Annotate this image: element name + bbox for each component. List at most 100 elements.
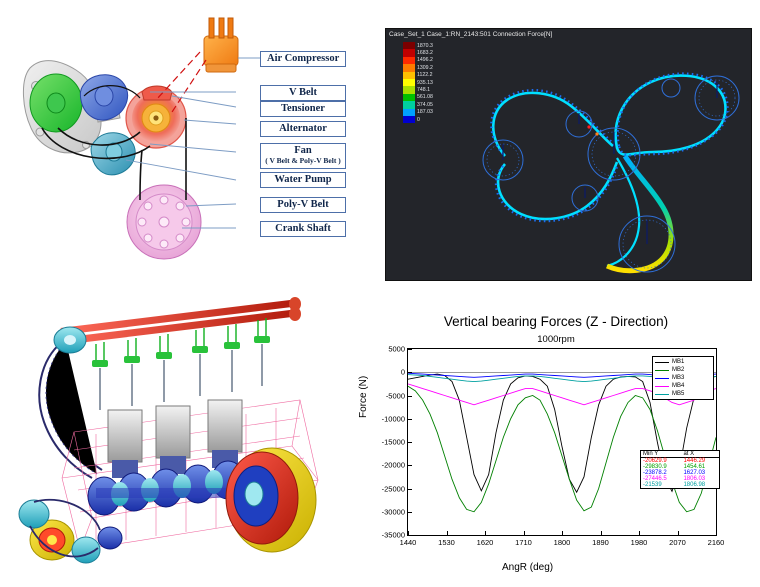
engine-cad-model — [0, 282, 352, 582]
legend-label: MB1 — [672, 359, 685, 365]
y-axis-label: Force (N) — [358, 375, 369, 418]
table-row: -20629.9 1446.29 — [641, 458, 719, 464]
legend-value: 1309.2 — [417, 64, 433, 71]
legend-swatch — [403, 93, 415, 102]
legend-swatch — [403, 49, 415, 57]
minmax-header-min: Min Y — [641, 451, 682, 458]
legend-swatch — [403, 78, 415, 87]
legend-row: 1496.2 — [403, 56, 455, 65]
legend-value: 1870.3 — [417, 42, 433, 49]
minmax-header-at: at X — [681, 451, 719, 458]
label-v-belt: V Belt — [260, 85, 346, 101]
label-air-compressor: Air Compressor — [260, 51, 346, 67]
table-row: -23878.2 1627.03 — [641, 470, 719, 476]
bearing-force-chart: Vertical bearing Forces (Z - Direction) … — [352, 300, 760, 582]
label-text: Alternator — [279, 123, 327, 134]
minmax-body: -20629.9 1446.29 -29830.9 1454.61 -23878.2 16… — [641, 458, 719, 488]
legend-row: 1683.2 — [403, 49, 455, 57]
belt-drive-schematic: Air Compressor V Belt Tensioner Alternat… — [0, 0, 372, 278]
legend-value: 1496.2 — [417, 57, 433, 64]
y-tick-mark — [408, 418, 412, 420]
minmax-at: 1806.98 — [683, 482, 706, 488]
y-tick-mark — [408, 465, 412, 467]
x-tick-mark — [716, 531, 717, 535]
legend-value: 0 — [417, 116, 420, 123]
minmax-min: -27446.5 — [643, 476, 667, 482]
legend-label: MB5 — [672, 391, 685, 397]
y-tick: -15000 — [381, 437, 405, 447]
y-tick-mark — [408, 511, 412, 513]
legend-item: MB3 — [655, 374, 711, 382]
legend-swatch — [403, 56, 415, 65]
minmax-min: -23878.2 — [643, 470, 667, 476]
minmax-min: -20629.9 — [643, 458, 667, 464]
y-tick-mark — [408, 488, 412, 490]
legend-label: MB2 — [672, 367, 685, 373]
legend-row: 1122.2 — [403, 71, 455, 79]
contour-legend: 1870.3 1683.2 1496.2 1309.2 1122.2 935.1… — [403, 42, 455, 124]
y-tick-mark — [408, 535, 412, 536]
chart-subtitle: 1000rpm — [537, 334, 575, 345]
legend-line — [655, 377, 669, 379]
x-tick: 1710 — [515, 538, 532, 547]
x-axis-label: AngR (deg) — [502, 562, 554, 573]
x-tick: 1440 — [399, 538, 417, 547]
x-tick-mark — [562, 531, 563, 535]
x-tick: 2070 — [669, 538, 686, 547]
x-tick-mark — [485, 531, 486, 535]
legend-value: 1122.2 — [417, 72, 433, 79]
x-tick-mark — [408, 531, 409, 535]
belt-drive-drawing — [22, 17, 262, 260]
label-text: V Belt — [288, 87, 318, 98]
legend-value: 748.1 — [417, 87, 430, 94]
legend-item: MB2 — [655, 366, 711, 374]
legend-swatch — [403, 64, 415, 72]
legend-value: 374.05 — [417, 101, 433, 108]
y-tick: 0 — [400, 367, 405, 377]
y-tick: -25000 — [381, 484, 405, 493]
legend-line — [655, 385, 669, 387]
minmax-min: -29830.9 — [643, 464, 667, 470]
legend-value: 935.13 — [417, 79, 433, 86]
label-text: Water Pump — [274, 174, 332, 185]
legend-row: 935.13 — [403, 78, 455, 87]
legend-swatch — [403, 108, 415, 116]
x-tick-mark — [677, 531, 679, 535]
fea-belt-geometry — [385, 28, 752, 281]
legend-row: 1309.2 — [403, 64, 455, 72]
label-text: Tensioner — [281, 103, 325, 114]
legend-swatch — [403, 101, 415, 109]
legend-row: 1870.3 — [403, 42, 455, 50]
x-tick: 1890 — [592, 538, 609, 547]
x-tick-mark — [639, 531, 640, 535]
x-tick-mark — [523, 531, 525, 535]
table-row: -29830.9 1454.61 — [641, 464, 719, 470]
x-tick: 1980 — [630, 538, 648, 547]
minmax-min: -21539 — [643, 482, 662, 488]
x-tick: 2160 — [707, 538, 725, 547]
engine-cad-drawing — [18, 297, 319, 564]
legend-swatch — [403, 86, 415, 94]
legend-row: 374.05 — [403, 101, 455, 109]
label-text: Crank Shaft — [275, 223, 331, 234]
legend-line — [655, 369, 669, 371]
x-tick-mark — [600, 531, 602, 535]
minmax-at: 1454.61 — [683, 464, 706, 470]
legend-row: 0 — [403, 115, 455, 124]
x-tick: 1620 — [476, 538, 494, 547]
legend-label: MB3 — [672, 375, 685, 381]
x-tick: 1800 — [553, 538, 571, 547]
legend-value: 561.08 — [417, 94, 433, 101]
minmax-at: 1806.03 — [683, 476, 706, 482]
y-tick: -30000 — [381, 507, 405, 517]
label-alternator: Alternator — [260, 121, 346, 137]
legend-row: 561.08 — [403, 93, 455, 102]
table-row: -21539 1806.98 — [641, 482, 719, 488]
legend-label: MB4 — [672, 383, 685, 389]
series-legend: MB1 MB2 MB3 MB4 MB5 — [652, 356, 714, 400]
label-text: Fan — [294, 145, 312, 156]
fea-belt-force-view: Case_Set_1 Case_1:RN_2143:501 Connection… — [385, 28, 752, 281]
label-text: Poly-V Belt — [277, 199, 329, 210]
x-tick-mark — [446, 531, 448, 535]
legend-row: 748.1 — [403, 86, 455, 94]
